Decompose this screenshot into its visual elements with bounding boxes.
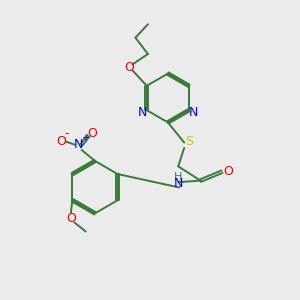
Text: N: N <box>189 106 198 119</box>
Text: O: O <box>87 127 97 140</box>
Text: -: - <box>64 127 69 140</box>
Text: N: N <box>138 106 147 119</box>
Text: S: S <box>185 135 193 148</box>
Text: N: N <box>173 177 183 190</box>
Text: N: N <box>74 138 83 151</box>
Text: H: H <box>174 172 182 182</box>
Text: O: O <box>56 135 66 148</box>
Text: O: O <box>124 61 134 74</box>
Text: O: O <box>223 165 233 178</box>
Text: O: O <box>66 212 76 225</box>
Text: +: + <box>81 133 88 143</box>
